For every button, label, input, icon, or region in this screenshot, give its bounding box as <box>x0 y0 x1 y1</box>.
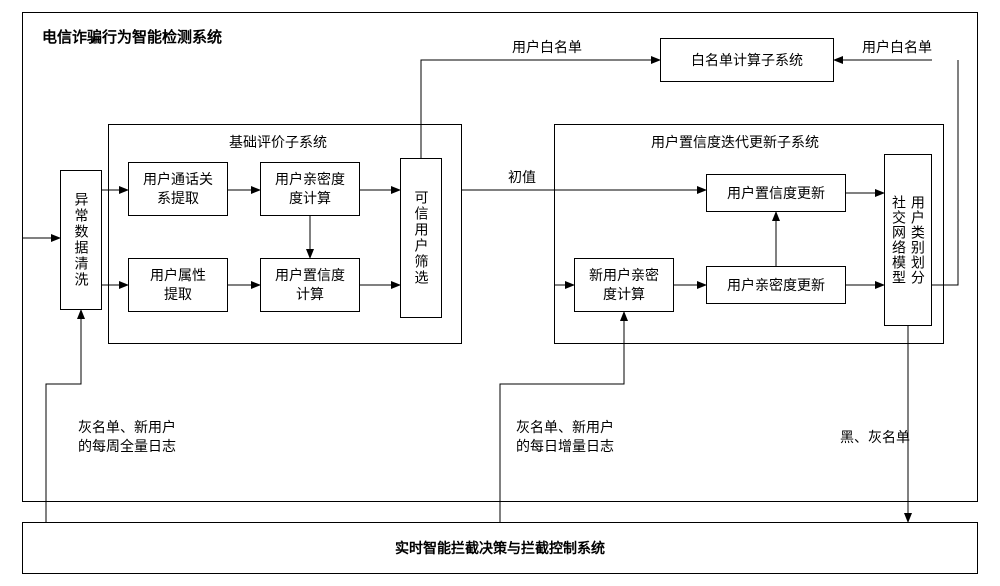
node-abnormal-clean: 异常数据清洗 <box>60 170 102 310</box>
edge-label-grey-weekly: 灰名单、新用户 的每周全量日志 <box>78 418 176 456</box>
node-new-closeness: 新用户亲密 度计算 <box>574 258 674 312</box>
whitelist-subsystem-label: 白名单计算子系统 <box>691 51 803 70</box>
diagram-canvas: 电信诈骗行为智能检测系统 白名单计算子系统 基础评价子系统 用户置信度迭代更新子… <box>0 0 1000 586</box>
node-confidence-update: 用户置信度更新 <box>706 174 846 212</box>
edge-label-grey-daily: 灰名单、新用户 的每日增量日志 <box>516 418 614 456</box>
intercept-system-box: 实时智能拦截决策与拦截控制系统 <box>22 522 978 574</box>
node-confidence-calc: 用户置信度 计算 <box>260 258 360 312</box>
node-closeness-calc: 用户亲密度 度计算 <box>260 162 360 216</box>
iter-update-subsystem-title: 用户置信度迭代更新子系统 <box>651 132 819 152</box>
edge-label-whitelist-right: 用户白名单 <box>862 38 932 57</box>
base-eval-subsystem-title: 基础评价子系统 <box>229 132 327 152</box>
node-user-attr: 用户属性 提取 <box>128 258 228 312</box>
node-call-relation: 用户通话关 系提取 <box>128 162 228 216</box>
edge-label-black-grey: 黑、灰名单 <box>840 428 910 447</box>
outer-system-title: 电信诈骗行为智能检测系统 <box>42 26 222 47</box>
node-closeness-update: 用户亲密度更新 <box>706 266 846 304</box>
node-social-classify: 社交网络模型用户类别划分 <box>884 154 932 326</box>
node-trusted-filter: 可信用户筛选 <box>400 158 442 318</box>
edge-label-init: 初值 <box>508 168 536 187</box>
edge-label-whitelist-left: 用户白名单 <box>512 38 582 57</box>
whitelist-subsystem-box: 白名单计算子系统 <box>660 38 834 82</box>
intercept-system-label: 实时智能拦截决策与拦截控制系统 <box>395 539 605 558</box>
